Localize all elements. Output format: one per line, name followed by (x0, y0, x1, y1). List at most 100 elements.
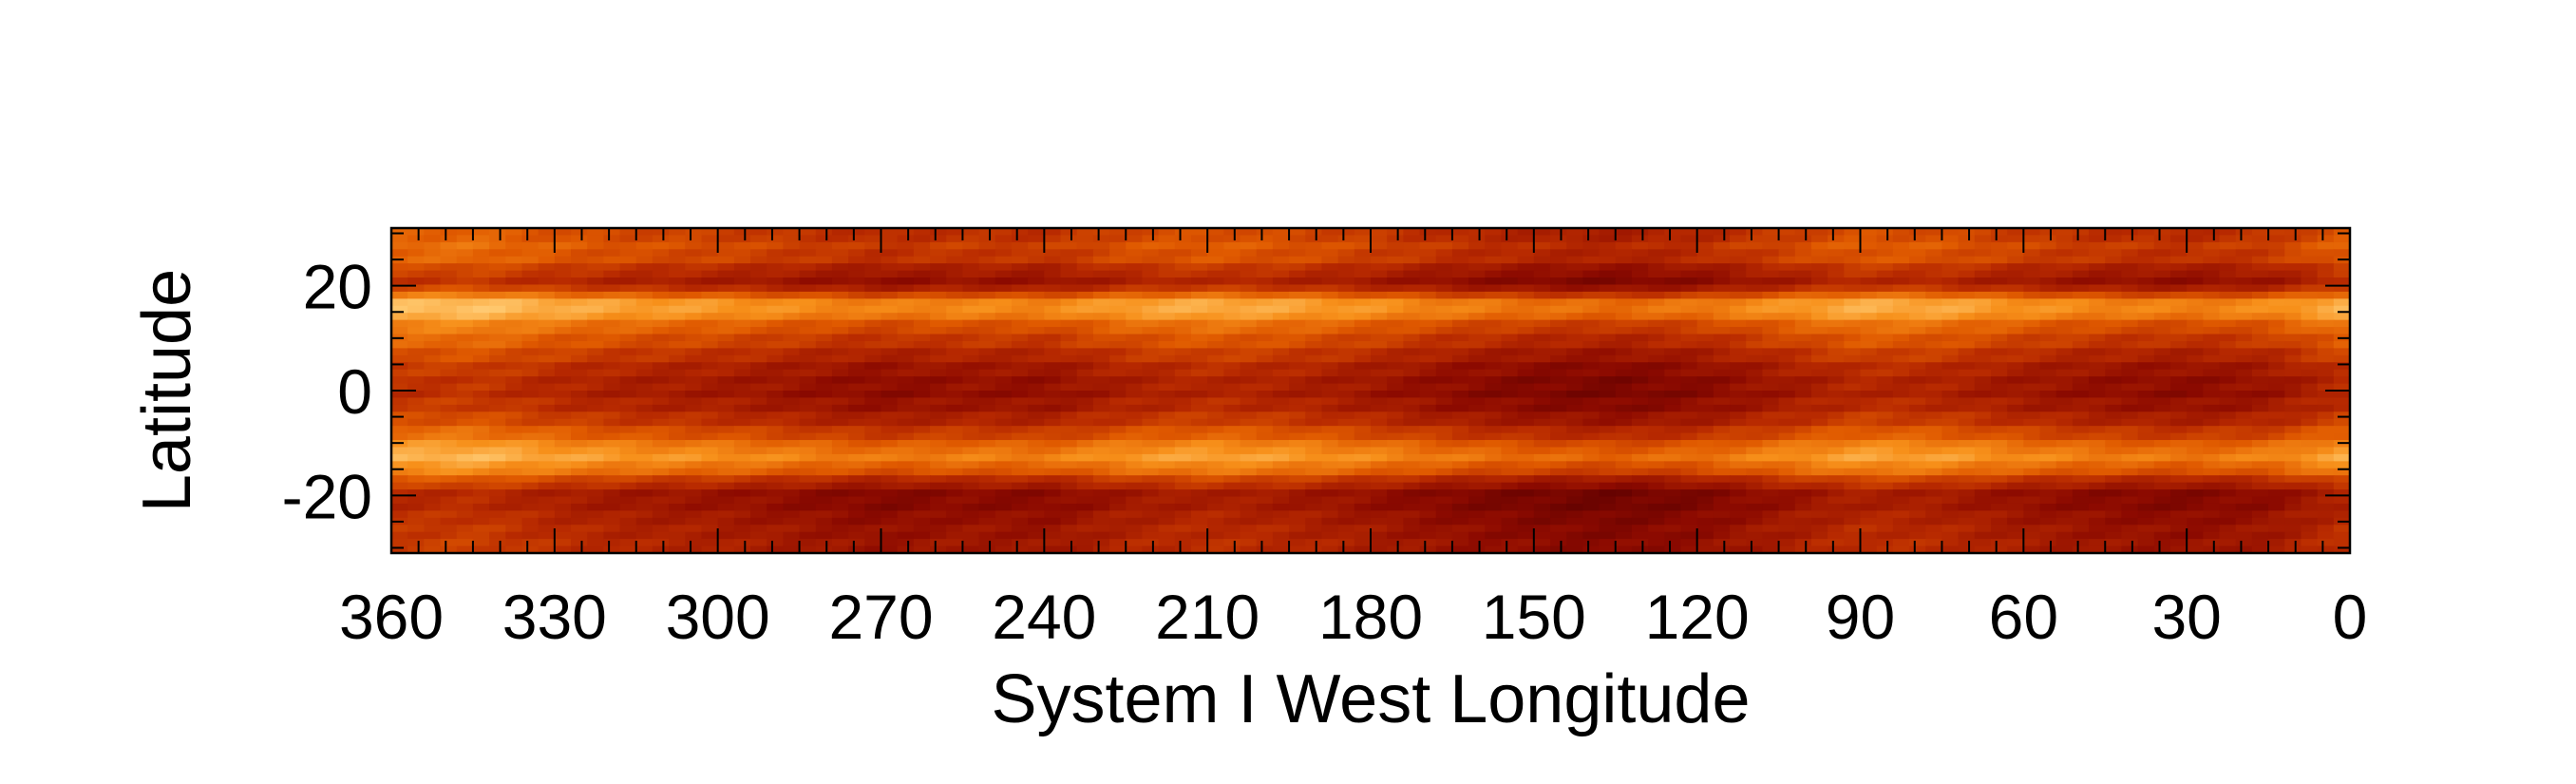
heatmap-cell (2105, 461, 2123, 469)
heatmap-cell (669, 228, 687, 237)
heatmap-cell (2121, 383, 2139, 392)
heatmap-cell (1092, 228, 1110, 237)
heatmap-cell (619, 391, 637, 399)
heatmap-cell (1892, 432, 1910, 441)
heatmap-cell (1794, 503, 1812, 512)
heatmap-cell (505, 489, 523, 498)
heatmap-cell (1305, 432, 1323, 441)
heatmap-cell (1533, 305, 1551, 315)
heatmap-cell (1925, 340, 1943, 350)
heatmap-cell (652, 489, 670, 498)
heatmap-cell (1337, 432, 1355, 441)
heatmap-cell (1419, 340, 1437, 350)
heatmap-cell (1810, 305, 1828, 315)
heatmap-cell (1730, 440, 1748, 449)
heatmap-cell (799, 453, 817, 463)
heatmap-cell (2137, 411, 2155, 420)
heatmap-cell (913, 489, 931, 498)
heatmap-cell (472, 340, 490, 350)
heatmap-cell (946, 391, 964, 399)
heatmap-cell (1223, 263, 1241, 272)
heatmap-cell (2187, 340, 2205, 350)
heatmap-cell (1256, 340, 1274, 350)
heatmap-cell (1974, 334, 1992, 342)
heatmap-cell (472, 241, 490, 251)
heatmap-cell (1615, 447, 1633, 455)
heatmap-cell (1582, 411, 1601, 420)
heatmap-cell (848, 432, 866, 441)
heatmap-cell (1076, 277, 1094, 286)
heatmap-cell (1240, 249, 1258, 258)
heatmap-cell (1289, 397, 1307, 406)
heatmap-cell (717, 369, 735, 377)
heatmap-cell (1664, 489, 1682, 498)
heatmap-cell (717, 383, 735, 392)
heatmap-cell (1762, 376, 1780, 385)
heatmap-cell (750, 235, 768, 243)
heatmap-cell (930, 354, 948, 364)
heatmap-cell (489, 277, 507, 286)
heatmap-cell (783, 327, 801, 335)
heatmap-cell (1076, 340, 1094, 350)
heatmap-cell (1044, 383, 1062, 392)
heatmap-cell (1599, 432, 1617, 441)
heatmap-cell (2023, 496, 2041, 505)
heatmap-cell (1174, 348, 1192, 356)
heatmap-cell (2023, 327, 2041, 335)
heatmap-cell (1909, 383, 1927, 392)
heatmap-cell (1860, 340, 1878, 350)
heatmap-cell (1403, 432, 1421, 441)
heatmap-cell (1860, 348, 1878, 356)
heatmap-cell (619, 298, 637, 307)
heatmap-cell (767, 241, 785, 251)
heatmap-cell (978, 256, 996, 264)
heatmap-cell (913, 319, 931, 328)
heatmap-cell (554, 447, 572, 455)
heatmap-cell (1240, 432, 1258, 441)
heatmap-cell (1746, 340, 1764, 350)
heatmap-cell (1337, 376, 1355, 385)
heatmap-cell (962, 249, 980, 258)
heatmap-cell (2169, 411, 2188, 420)
heatmap-cell (815, 432, 833, 441)
heatmap-cell (1958, 348, 1976, 356)
heatmap-cell (1501, 468, 1519, 477)
heatmap-cell (521, 354, 540, 364)
heatmap-cell (994, 313, 1013, 321)
heatmap-cell (685, 249, 703, 258)
heatmap-cell (1158, 475, 1176, 484)
heatmap-cell (1256, 327, 1274, 335)
heatmap-cell (2105, 228, 2123, 237)
heatmap-cell (1794, 313, 1812, 321)
heatmap-cell (456, 397, 474, 406)
heatmap-cell (2169, 404, 2188, 413)
heatmap-cell (1958, 263, 1976, 272)
heatmap-cell (2007, 235, 2025, 243)
heatmap-cell (1207, 517, 1225, 526)
heatmap-cell (946, 305, 964, 315)
heatmap-cell (1680, 291, 1698, 300)
heatmap-cell (2301, 340, 2319, 350)
heatmap-cell (994, 241, 1013, 251)
heatmap-cell (1533, 411, 1551, 420)
heatmap-cell (1810, 461, 1828, 469)
heatmap-cell (2055, 397, 2074, 406)
heatmap-cell (994, 270, 1013, 278)
heatmap-cell (1044, 270, 1062, 278)
heatmap-cell (2268, 475, 2286, 484)
heatmap-cell (1582, 404, 1601, 413)
heatmap-cell (1860, 503, 1878, 512)
heatmap-cell (1974, 411, 1992, 420)
heatmap-cell (815, 461, 833, 469)
heatmap-cell (978, 391, 996, 399)
heatmap-cell (2169, 503, 2188, 512)
heatmap-cell (1403, 235, 1421, 243)
heatmap-cell (1044, 298, 1062, 307)
heatmap-cell (1485, 334, 1503, 342)
heatmap-cell (1387, 391, 1405, 399)
heatmap-cell (1762, 327, 1780, 335)
heatmap-cell (603, 241, 621, 251)
heatmap-cell (1680, 397, 1698, 406)
heatmap-cell (1615, 228, 1633, 237)
heatmap-cell (1860, 468, 1878, 477)
